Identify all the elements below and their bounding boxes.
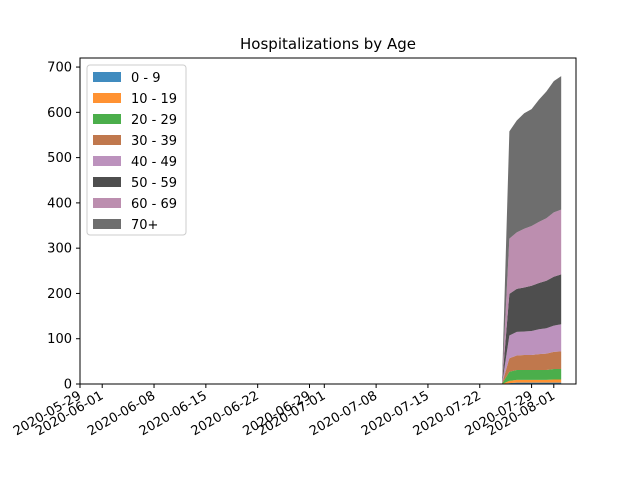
legend-label: 0 - 9: [131, 71, 161, 86]
legend-label: 10 - 19: [131, 92, 177, 107]
legend-label: 40 - 49: [131, 155, 177, 170]
area-series-1: [501, 379, 562, 384]
legend-swatch: [93, 198, 121, 208]
area-series-2: [501, 369, 562, 384]
area-series-3: [501, 351, 562, 384]
chart-title: Hospitalizations by Age: [240, 35, 416, 53]
y-tick-label: 400: [47, 196, 72, 211]
legend-label: 60 - 69: [131, 197, 177, 212]
legend-label: 50 - 59: [131, 176, 177, 191]
legend: 0 - 9 10 - 19 20 - 29 30 - 39 40 - 49 50 - 59…: [86, 64, 187, 236]
area-series-6: [501, 209, 562, 384]
legend-label: 30 - 39: [131, 134, 177, 149]
area-series-4: [501, 324, 562, 384]
legend-label: 70+: [131, 218, 158, 233]
legend-swatch: [93, 219, 121, 229]
y-tick-label: 700: [47, 61, 72, 76]
y-tick-label: 300: [47, 242, 72, 257]
area-series-7: [501, 76, 562, 385]
legend-label: 20 - 29: [131, 113, 177, 128]
legend-swatch: [93, 156, 121, 166]
y-tick-label: 600: [47, 106, 72, 121]
legend-box: [86, 64, 187, 236]
y-tick-label: 200: [47, 287, 72, 302]
legend-swatch: [93, 72, 121, 82]
y-tick-label: 100: [47, 332, 72, 347]
legend-swatch: [93, 135, 121, 145]
area-series-5: [501, 274, 562, 384]
legend-swatch: [93, 93, 121, 103]
y-tick-label: 500: [47, 151, 72, 166]
y-tick-label: 0: [64, 378, 72, 393]
area-layers: [501, 76, 562, 385]
legend-swatch: [93, 177, 121, 187]
plot-frame: [79, 57, 577, 385]
legend-swatch: [93, 114, 121, 124]
